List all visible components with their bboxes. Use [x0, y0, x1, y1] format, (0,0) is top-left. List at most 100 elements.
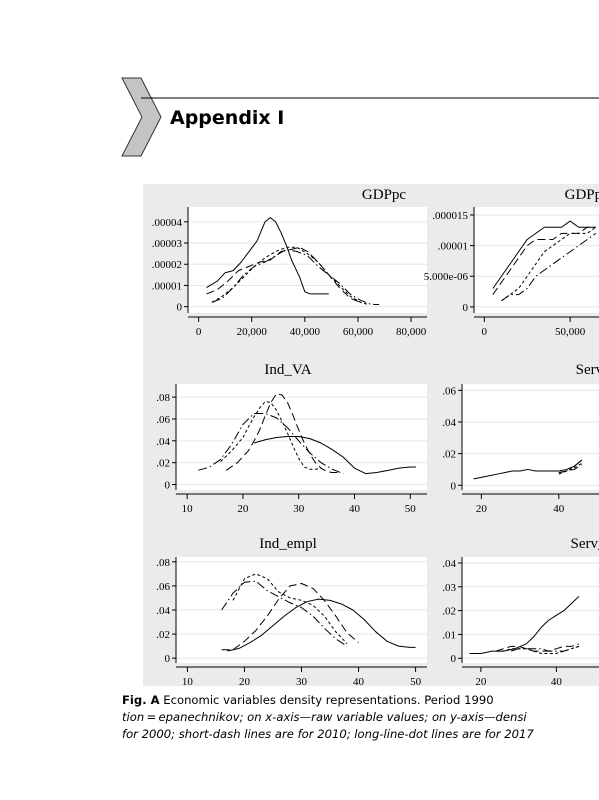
y-tick-label: .00001	[152, 280, 182, 292]
x-tick-label: 50,000	[555, 326, 586, 338]
y-tick-label: .01	[442, 629, 456, 641]
x-tick-label: 10	[182, 503, 194, 515]
caption-line-3: for 2000; short-dash lines are for 2010;…	[122, 727, 534, 741]
y-tick-label: .00004	[152, 217, 183, 229]
caption-line-2: tion = epanechnikov; on x-axis—raw varia…	[122, 710, 527, 724]
series-group	[206, 217, 380, 306]
y-tick-label: .04	[442, 558, 456, 570]
density-plot-3: Ind_VA .08 .06 .04 .02 0 10 20 30 40 50	[156, 362, 427, 515]
x-tick-label: 40,000	[290, 326, 321, 338]
x-tick-label: 30	[296, 676, 308, 686]
density-line-long-line-dot	[501, 232, 597, 302]
caption-line-1: Economic variables density representatio…	[159, 693, 494, 707]
y-tick-label: .06	[156, 581, 170, 593]
plot-title: GDPpc_PPS	[565, 187, 599, 203]
density-plots-figure: GDPpc .00004 .00003 .00002 .00001 0 0 20,000 40,…	[152, 187, 599, 686]
appendix-title: Appendix I	[170, 107, 285, 129]
density-plot-6: Serv_empl .04 .03 .02 .01 0 20 40	[442, 536, 599, 686]
y-tick-label: .06	[442, 385, 456, 397]
density-line-solid	[253, 435, 416, 475]
plot-title: Ind_VA	[264, 362, 311, 378]
plot-title: Ind_empl	[259, 536, 317, 552]
series-group	[492, 220, 597, 302]
y-tick-label: .06	[156, 414, 170, 426]
density-line-short-dash	[211, 246, 369, 306]
y-tick-label: .04	[442, 417, 456, 429]
y-tick-label: 0	[451, 653, 457, 665]
x-tick-label: 60,000	[343, 326, 374, 338]
x-tick-label: 50	[405, 503, 417, 515]
density-plot-2: GDPpc_PPS .000015 .00001 5.000e-06 0 0 50,000	[424, 187, 599, 338]
y-tick-label: .02	[156, 629, 170, 641]
figure-caption: Fig. A Economic variables density repres…	[122, 692, 599, 743]
plot-area	[462, 384, 599, 490]
density-line-long-line-dot	[221, 580, 348, 647]
series-group	[198, 393, 416, 475]
x-tick-label: 20	[476, 503, 488, 515]
y-tick-label: 0	[451, 480, 457, 492]
density-plot-5: Ind_empl .08 .06 .04 .02 0 10 20 30 40 50	[156, 536, 427, 686]
x-tick-label: 20,000	[237, 326, 268, 338]
y-tick-label: .08	[156, 392, 170, 404]
y-tick-label: 0	[177, 302, 183, 314]
x-tick-label: 80,000	[396, 326, 427, 338]
y-tick-label: .08	[156, 557, 170, 569]
y-tick-label: .02	[156, 458, 170, 470]
x-tick-label: 50	[410, 676, 422, 686]
density-line-solid	[492, 220, 596, 289]
y-tick-label: .00003	[152, 238, 183, 250]
x-tick-label: 0	[196, 326, 202, 338]
y-tick-label: 0	[165, 480, 171, 492]
series-group	[473, 459, 583, 480]
plot-title: Serv_empl	[571, 536, 599, 552]
figure-panel: GDPpc .00004 .00003 .00002 .00001 0 0 20,000 40,…	[143, 184, 599, 686]
density-line-solid	[469, 595, 580, 654]
x-tick-label: 10	[182, 676, 194, 686]
appendix-header: Appendix I	[0, 0, 599, 170]
figure-label: Fig. A	[122, 693, 160, 707]
x-tick-label: 20	[237, 503, 249, 515]
appendix-chevron-graphic	[121, 77, 599, 157]
plot-area	[474, 207, 599, 313]
density-line-short-dash	[220, 400, 322, 470]
y-tick-label: 0	[165, 653, 171, 665]
x-tick-label: 20	[239, 676, 251, 686]
y-tick-label: .000015	[432, 210, 468, 222]
y-tick-label: .02	[442, 606, 456, 618]
y-tick-label: 5.000e-06	[424, 271, 469, 283]
series-group	[221, 573, 416, 652]
density-line-long-line-dot	[558, 459, 583, 474]
density-line-short-dash	[232, 573, 348, 645]
series-group	[469, 595, 580, 654]
density-line-long-dash	[221, 583, 359, 651]
y-tick-label: .04	[156, 605, 170, 617]
plot-title: GDPpc	[362, 187, 407, 203]
density-plot-1: GDPpc .00004 .00003 .00002 .00001 0 0 20,000 40,…	[152, 187, 427, 338]
density-line-short-dash	[558, 462, 583, 475]
chevron-icon	[121, 77, 162, 157]
density-line-long-dash	[495, 643, 580, 652]
x-tick-label: 0	[482, 326, 488, 338]
x-tick-label: 40	[353, 676, 365, 686]
density-plot-4: Serv_VA .06 .04 .02 0 20 40	[442, 362, 599, 515]
x-tick-label: 40	[349, 503, 361, 515]
plot-title: Serv_VA	[576, 362, 599, 378]
density-line-solid	[206, 217, 329, 295]
density-line-solid	[473, 459, 583, 480]
x-tick-label: 40	[553, 503, 565, 515]
y-tick-label: .00002	[152, 259, 182, 271]
y-tick-label: .03	[442, 582, 456, 594]
density-line-short-dash	[501, 226, 597, 302]
density-line-long-line-dot	[510, 645, 580, 652]
plot-area	[188, 207, 427, 313]
density-line-long-line-dot	[198, 413, 344, 475]
y-tick-label: .02	[442, 449, 456, 461]
density-line-long-line-dot	[211, 248, 380, 306]
y-tick-label: 0	[463, 302, 469, 314]
y-tick-label: .04	[156, 436, 170, 448]
y-tick-label: .00001	[438, 241, 468, 253]
x-tick-label: 40	[551, 676, 563, 686]
x-tick-label: 20	[475, 676, 487, 686]
x-tick-label: 30	[293, 503, 305, 515]
plot-area	[462, 557, 599, 663]
